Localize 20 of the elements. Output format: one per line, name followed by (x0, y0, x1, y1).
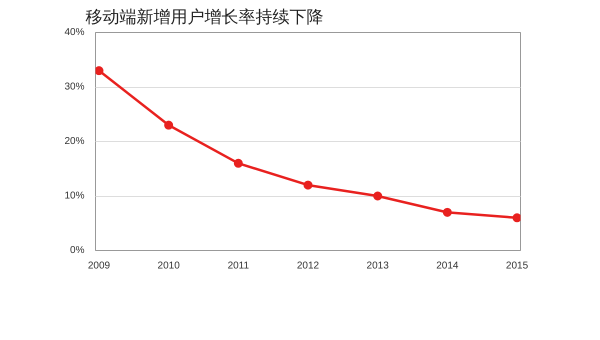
x-tick-label: 2010 (158, 260, 180, 272)
y-tick-label: 30% (64, 82, 85, 92)
x-tick-label: 2011 (228, 260, 250, 272)
x-tick-label: 2013 (366, 260, 390, 272)
y-tick-label: 10% (64, 190, 85, 202)
point (512, 213, 520, 222)
point (442, 208, 452, 217)
x-tick-label: 2009 (88, 260, 111, 272)
x-tick-label: 2012 (296, 260, 320, 272)
chart-title: 移动端新增用户增长率持续下降 (86, 8, 324, 28)
y-tick-label: 40% (64, 27, 85, 38)
point (96, 66, 104, 76)
point (304, 180, 312, 190)
y-tick-label: 20% (64, 136, 85, 147)
x-tick-label: 2015 (506, 260, 529, 272)
point (164, 120, 174, 130)
x-tick-label: 2014 (436, 260, 459, 272)
point (234, 158, 243, 168)
y-tick-label: 0% (70, 245, 85, 256)
point (373, 192, 382, 200)
